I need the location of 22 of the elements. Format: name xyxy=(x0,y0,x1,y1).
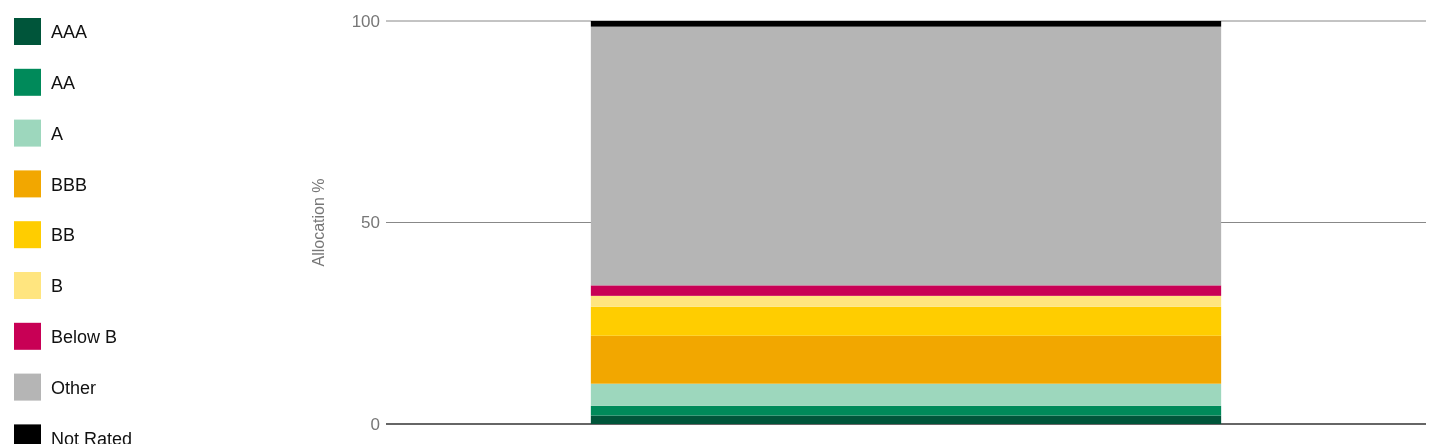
bar xyxy=(590,285,1222,296)
legend-label: A xyxy=(51,123,64,144)
bar xyxy=(590,415,1222,424)
legend-label: BB xyxy=(51,225,76,246)
legend-label: Other xyxy=(51,377,97,398)
bar xyxy=(590,306,1222,336)
bar xyxy=(590,21,1222,27)
bar xyxy=(590,383,1222,406)
legend-label: B xyxy=(51,276,64,297)
legend-label: BBB xyxy=(51,174,88,195)
bar xyxy=(590,405,1222,416)
bar xyxy=(590,295,1222,307)
legend-label: Not Rated xyxy=(51,428,133,444)
bar xyxy=(590,26,1222,286)
y-axis-title: Allocation % xyxy=(310,178,327,267)
legend-label: AAA xyxy=(51,22,88,43)
bar xyxy=(590,335,1222,384)
y-tick-label: 50 xyxy=(361,213,380,233)
legend-label: Below B xyxy=(51,327,118,348)
y-tick-label: 0 xyxy=(370,414,380,434)
y-tick-label: 100 xyxy=(351,11,380,31)
legend-label: AA xyxy=(51,73,76,94)
